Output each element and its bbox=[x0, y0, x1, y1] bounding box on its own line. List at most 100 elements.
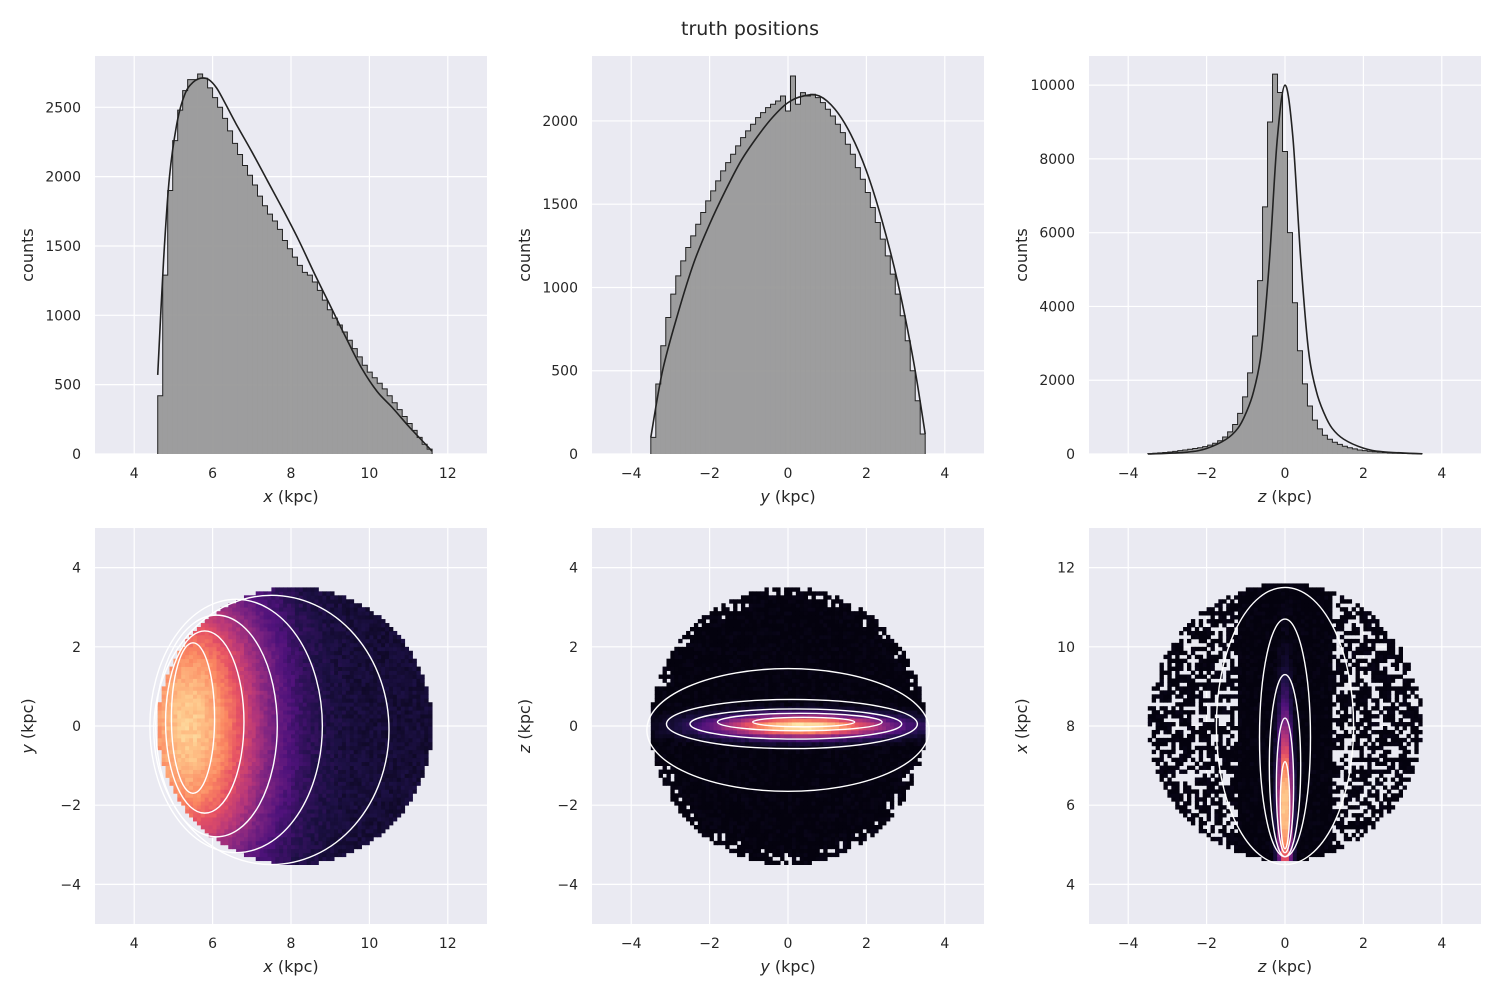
density-cell bbox=[236, 757, 241, 763]
density-cell bbox=[693, 749, 699, 755]
density-cell bbox=[267, 611, 272, 616]
density-cell bbox=[212, 650, 217, 656]
histogram-bar bbox=[725, 162, 731, 455]
density-cell bbox=[678, 658, 683, 664]
density-cell bbox=[373, 737, 378, 743]
density-cell bbox=[193, 765, 198, 770]
density-cell bbox=[216, 670, 221, 675]
density-cell bbox=[322, 745, 327, 751]
density-cell bbox=[424, 718, 429, 723]
density-cell bbox=[334, 726, 339, 731]
histogram-bar bbox=[402, 416, 408, 454]
density-cell bbox=[287, 694, 292, 699]
density-cell bbox=[251, 646, 257, 652]
density-cell bbox=[302, 793, 308, 798]
density-cell bbox=[381, 813, 386, 818]
density-cell bbox=[365, 749, 370, 755]
density-cell bbox=[385, 642, 390, 648]
density-cell bbox=[185, 722, 190, 727]
density-cell bbox=[725, 797, 730, 802]
density-cell bbox=[275, 638, 280, 644]
density-cell bbox=[279, 797, 284, 802]
density-cell bbox=[408, 749, 413, 755]
density-cell bbox=[322, 595, 327, 600]
density-cell bbox=[365, 745, 370, 751]
density-cell bbox=[200, 801, 206, 806]
density-cell bbox=[287, 813, 292, 818]
density-cell bbox=[236, 607, 241, 612]
density-cell bbox=[283, 749, 288, 755]
density-cell bbox=[240, 785, 245, 790]
density-cell bbox=[279, 821, 284, 826]
density-cell bbox=[196, 686, 202, 691]
density-cell bbox=[236, 710, 241, 715]
density-cell bbox=[216, 777, 221, 782]
density-cell bbox=[357, 627, 362, 632]
density-cell bbox=[228, 769, 233, 774]
density-cell bbox=[690, 753, 695, 759]
density-cell bbox=[228, 630, 233, 636]
density-cell bbox=[330, 678, 335, 683]
density-cell bbox=[263, 769, 268, 774]
density-cell bbox=[294, 599, 300, 604]
density-cell bbox=[314, 595, 319, 600]
density-cell bbox=[322, 749, 327, 755]
y-tick-label: −2 bbox=[60, 798, 81, 814]
density-cell bbox=[263, 773, 268, 778]
density-cell bbox=[717, 642, 722, 648]
density-cell bbox=[212, 817, 217, 822]
density-cell bbox=[705, 674, 710, 679]
density-cell bbox=[693, 809, 699, 814]
density-cell bbox=[361, 686, 366, 691]
density-cell bbox=[385, 801, 390, 806]
density-cell bbox=[334, 670, 339, 675]
density-cell bbox=[361, 638, 366, 644]
density-cell bbox=[381, 737, 386, 743]
histogram-bar bbox=[1242, 396, 1248, 454]
density-cell bbox=[408, 678, 413, 683]
density-cell bbox=[381, 634, 386, 640]
density-cell bbox=[396, 789, 402, 794]
density-cell bbox=[181, 729, 186, 735]
density-cell bbox=[204, 817, 210, 822]
density-cell bbox=[721, 611, 726, 616]
density-cell bbox=[349, 848, 355, 854]
density-cell bbox=[381, 801, 386, 806]
density-cell bbox=[298, 840, 304, 846]
density-cell bbox=[283, 726, 288, 731]
density-cell bbox=[294, 852, 300, 858]
density-cell bbox=[666, 745, 671, 751]
density-cell bbox=[357, 634, 362, 640]
density-cell bbox=[306, 848, 311, 854]
density-cell bbox=[189, 729, 194, 735]
density-cell bbox=[709, 789, 714, 794]
density-cell bbox=[420, 737, 425, 743]
density-cell bbox=[243, 674, 249, 679]
density-cell bbox=[298, 690, 304, 695]
density-cell bbox=[400, 686, 406, 691]
density-cell bbox=[369, 757, 374, 763]
histogram-bar bbox=[347, 340, 353, 454]
density-cell bbox=[392, 781, 398, 786]
density-cell bbox=[224, 805, 229, 810]
density-cell bbox=[228, 825, 233, 830]
density-cell bbox=[709, 749, 714, 755]
density-cell bbox=[216, 706, 221, 711]
density-cell bbox=[181, 769, 186, 774]
density-cell bbox=[294, 718, 300, 723]
density-cell bbox=[314, 710, 319, 715]
density-cell bbox=[283, 638, 288, 644]
density-cell bbox=[341, 840, 347, 846]
density-cell bbox=[236, 813, 241, 818]
density-cell bbox=[173, 749, 178, 755]
density-cell bbox=[349, 729, 355, 735]
density-cell bbox=[353, 761, 359, 766]
density-cell bbox=[216, 733, 221, 739]
density-cell bbox=[338, 650, 343, 656]
density-cell bbox=[224, 674, 229, 679]
histogram-bar bbox=[745, 130, 751, 454]
density-cell bbox=[670, 741, 675, 747]
density-cell bbox=[361, 733, 366, 739]
density-cell bbox=[306, 603, 311, 608]
density-cell bbox=[189, 785, 194, 790]
